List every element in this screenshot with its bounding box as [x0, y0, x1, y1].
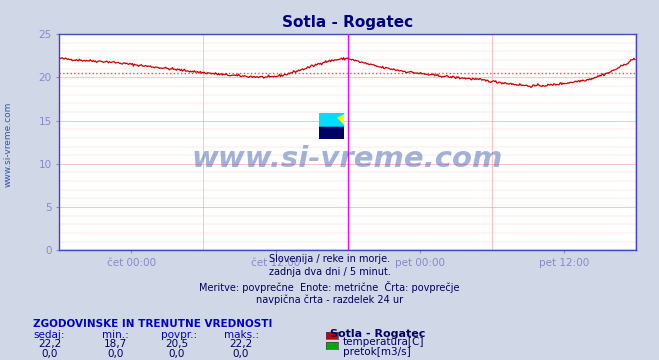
Text: maks.:: maks.:	[224, 330, 259, 341]
Polygon shape	[319, 113, 344, 126]
Text: 22,2: 22,2	[38, 339, 61, 349]
Text: 22,2: 22,2	[229, 339, 252, 349]
Polygon shape	[331, 113, 344, 126]
Text: Slovenija / reke in morje.: Slovenija / reke in morje.	[269, 254, 390, 264]
Text: 0,0: 0,0	[233, 349, 248, 359]
Polygon shape	[319, 113, 344, 126]
Text: 18,7: 18,7	[103, 339, 127, 349]
Text: 0,0: 0,0	[169, 349, 185, 359]
Polygon shape	[331, 113, 344, 126]
Text: 0,0: 0,0	[42, 349, 57, 359]
Text: www.si-vreme.com: www.si-vreme.com	[3, 101, 13, 187]
Text: min.:: min.:	[102, 330, 129, 341]
Polygon shape	[319, 113, 344, 126]
Polygon shape	[319, 126, 344, 139]
Text: Sotla - Rogatec: Sotla - Rogatec	[330, 329, 425, 339]
Text: povpr.:: povpr.:	[161, 330, 198, 341]
Text: navpična črta - razdelek 24 ur: navpična črta - razdelek 24 ur	[256, 295, 403, 305]
Text: zadnja dva dni / 5 minut.: zadnja dva dni / 5 minut.	[269, 267, 390, 278]
Text: Meritve: povprečne  Enote: metrične  Črta: povprečje: Meritve: povprečne Enote: metrične Črta:…	[199, 281, 460, 293]
Text: temperatura[C]: temperatura[C]	[343, 337, 424, 347]
Text: pretok[m3/s]: pretok[m3/s]	[343, 347, 411, 357]
Text: sedaj:: sedaj:	[33, 330, 65, 341]
Text: 0,0: 0,0	[107, 349, 123, 359]
Text: 20,5: 20,5	[165, 339, 188, 349]
Text: ZGODOVINSKE IN TRENUTNE VREDNOSTI: ZGODOVINSKE IN TRENUTNE VREDNOSTI	[33, 319, 272, 329]
Text: www.si-vreme.com: www.si-vreme.com	[192, 145, 503, 174]
Title: Sotla - Rogatec: Sotla - Rogatec	[282, 15, 413, 30]
